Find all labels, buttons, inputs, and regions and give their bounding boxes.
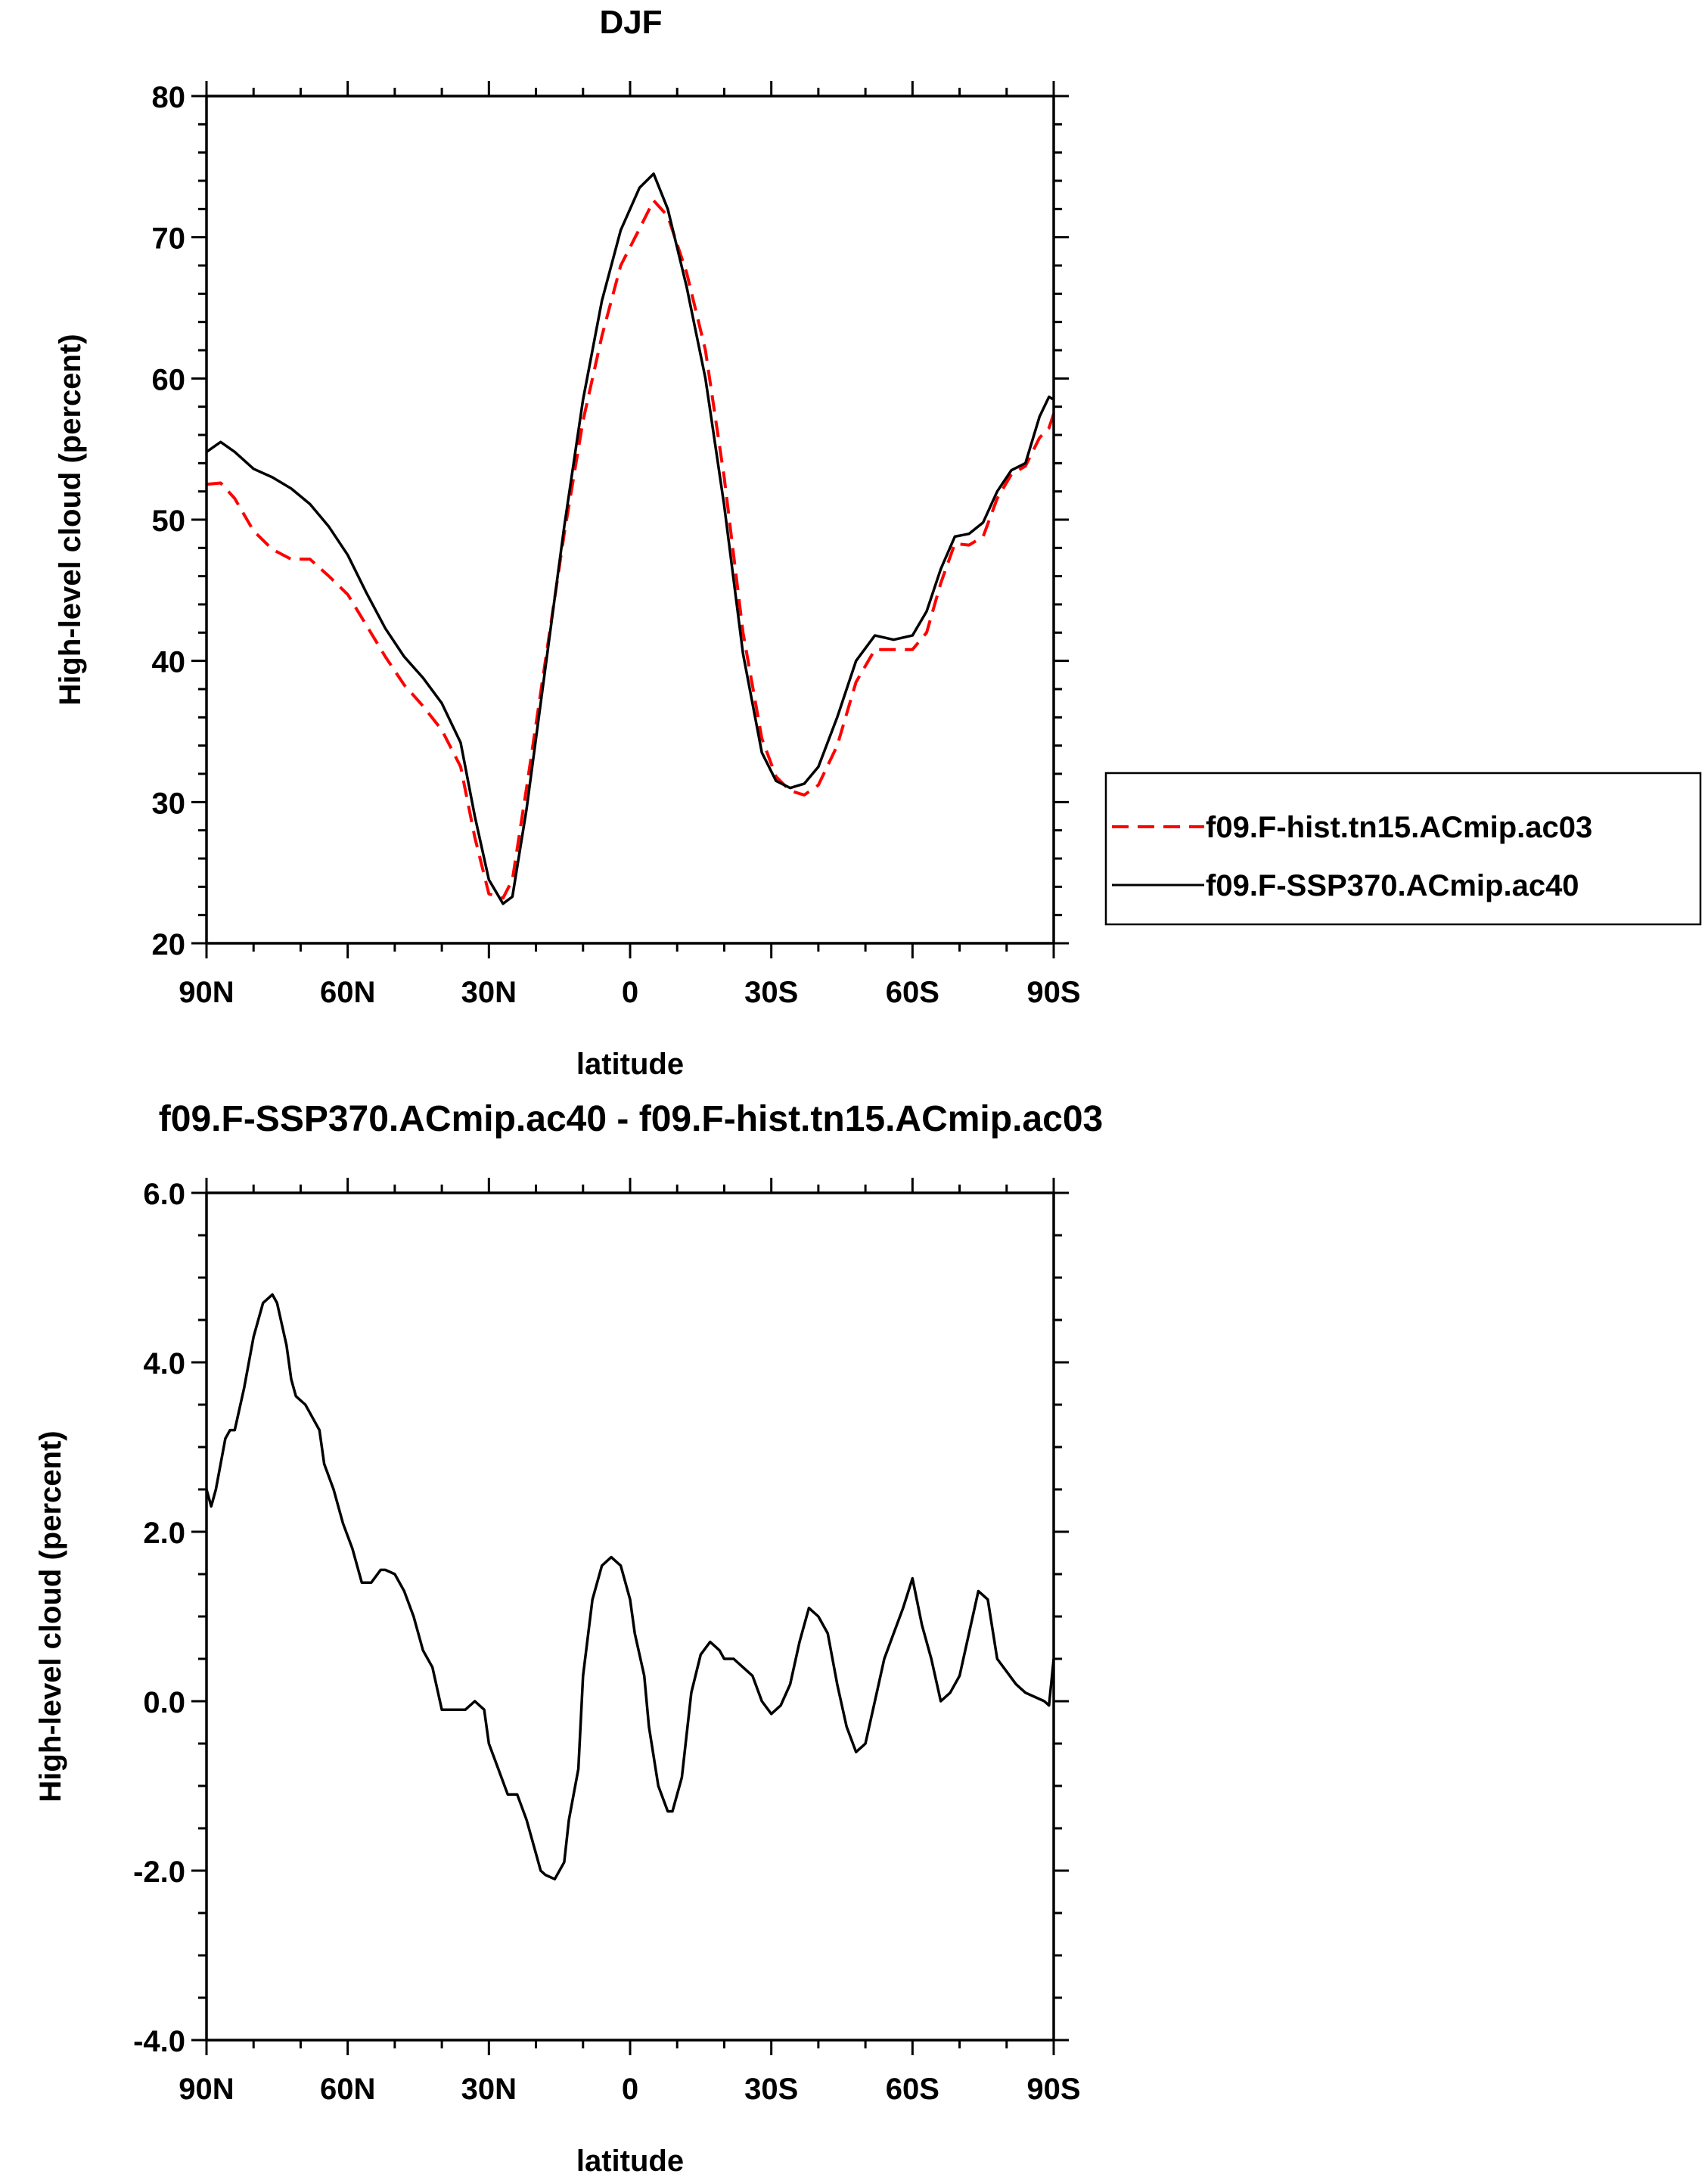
x-tick-label: 30N — [461, 976, 517, 1009]
x-tick-label: 90S — [1026, 2073, 1080, 2106]
bottom-y-axis-label: High-level cloud (percent) — [34, 1430, 67, 1802]
x-tick-label: 30S — [744, 2073, 798, 2106]
y-tick-label: 40 — [152, 646, 186, 679]
x-tick-label: 60S — [886, 976, 939, 1009]
y-tick-label: 70 — [152, 222, 186, 256]
legend: f09.F-hist.tn15.ACmip.ac03 f09.F-SSP370.… — [1104, 772, 1702, 926]
legend-box — [1104, 772, 1702, 926]
top-series-lines — [205, 172, 1055, 905]
bottom-x-tick-labels: 90N 60N 30N 0 30S 60S 90S — [179, 2073, 1080, 2106]
legend-label-hist: f09.F-hist.tn15.ACmip.ac03 — [1206, 811, 1592, 844]
y-tick-label: -2.0 — [133, 1856, 185, 1889]
top-chart-title: DJF — [599, 4, 662, 41]
bottom-axis-ticks — [191, 1178, 1069, 2055]
y-tick-label: 0.0 — [143, 1686, 185, 1719]
top-y-tick-labels: 20 30 40 50 60 70 80 — [152, 81, 186, 961]
x-tick-label: 90N — [179, 976, 234, 1009]
x-tick-label: 90S — [1026, 976, 1080, 1009]
top-x-axis-label: latitude — [576, 1048, 684, 1081]
bottom-plot-frame — [205, 1191, 1055, 2042]
x-tick-label: 30S — [744, 976, 798, 1009]
x-tick-label: 60S — [886, 2073, 939, 2106]
top-axis-ticks — [191, 81, 1069, 958]
top-x-tick-labels: 90N 60N 30N 0 30S 60S 90S — [179, 976, 1080, 1009]
x-tick-label: 60N — [320, 2073, 375, 2106]
bottom-x-axis-label: latitude — [576, 2144, 684, 2177]
series-line-0-1 — [205, 172, 1054, 905]
y-tick-label: 50 — [152, 505, 186, 538]
y-tick-label: 6.0 — [143, 1178, 185, 1211]
x-tick-label: 90N — [179, 2073, 234, 2106]
series-line-0-0 — [206, 199, 1055, 900]
x-tick-label: 60N — [320, 976, 375, 1009]
x-tick-label: 30N — [461, 2073, 517, 2106]
bottom-y-tick-labels: -4.0 -2.0 0.0 2.0 4.0 6.0 — [133, 1178, 185, 2058]
y-tick-label: -4.0 — [133, 2025, 185, 2058]
y-tick-label: 4.0 — [143, 1347, 185, 1380]
x-tick-label: 0 — [622, 976, 638, 1009]
y-tick-label: 80 — [152, 81, 186, 114]
top-y-axis-label: High-level cloud (percent) — [54, 334, 87, 705]
x-tick-label: 0 — [622, 2073, 638, 2106]
top-plot-frame — [205, 95, 1055, 945]
y-tick-label: 2.0 — [143, 1517, 185, 1550]
series-line-1-0 — [205, 1293, 1055, 1880]
bottom-panel: f09.F-SSP370.ACmip.ac40 - f09.F-hist.tn1… — [34, 1099, 1103, 2177]
y-tick-label: 30 — [152, 787, 186, 820]
bottom-chart-title: f09.F-SSP370.ACmip.ac40 - f09.F-hist.tn1… — [159, 1099, 1103, 1139]
legend-label-ssp370: f09.F-SSP370.ACmip.ac40 — [1206, 869, 1579, 902]
y-tick-label: 60 — [152, 363, 186, 396]
bottom-series-lines — [205, 1293, 1055, 1880]
y-tick-label: 20 — [152, 928, 186, 961]
top-panel: DJF 20 30 40 50 60 70 80 90N 60N 30N 0 30S 60S 90S l… — [54, 4, 1702, 1081]
